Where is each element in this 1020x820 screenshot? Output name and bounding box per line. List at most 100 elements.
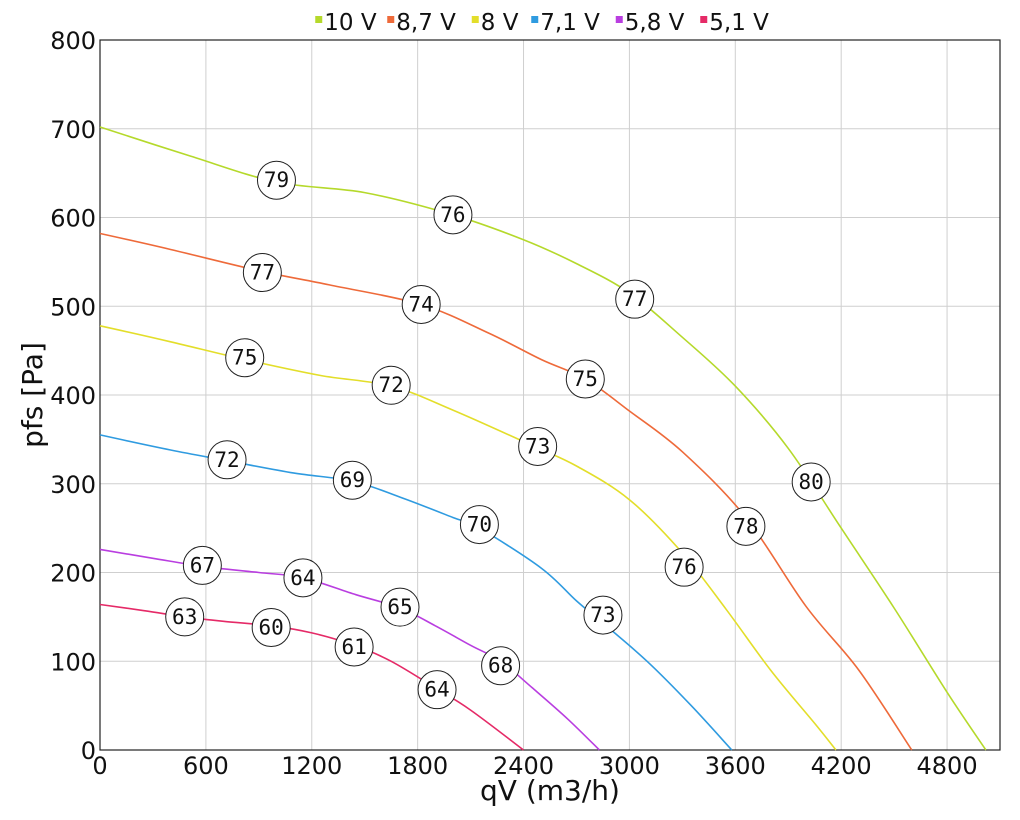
plot-frame	[99, 39, 1001, 751]
operating-point-marker: 78	[726, 506, 766, 546]
operating-point-marker: 73	[583, 595, 623, 635]
operating-point-marker: 70	[459, 505, 499, 545]
marker-label: 72	[379, 373, 404, 397]
marker-label: 73	[590, 603, 615, 627]
operating-point-marker: 73	[518, 426, 558, 466]
x-tick-label: 1800	[387, 752, 448, 780]
operating-point-marker: 60	[251, 608, 291, 648]
marker-circle	[401, 284, 441, 324]
x-tick-label: 0	[92, 752, 107, 780]
grid	[99, 39, 1000, 751]
marker-label: 75	[232, 346, 257, 370]
x-axis-title: qV (m3/h)	[480, 774, 620, 807]
marker-label: 76	[440, 203, 465, 227]
marker-circle	[726, 506, 766, 546]
legend-swatch	[615, 16, 623, 23]
operating-point-marker: 75	[225, 338, 265, 378]
marker-label: 74	[409, 292, 434, 316]
marker-circle	[380, 587, 420, 627]
legend-swatch	[700, 16, 708, 23]
marker-label: 65	[387, 595, 412, 619]
operating-point-marker: 68	[481, 646, 521, 686]
marker-label: 68	[488, 654, 513, 678]
legend-swatch	[387, 16, 395, 23]
marker-circle	[371, 365, 411, 405]
operating-point-marker: 69	[332, 460, 372, 500]
legend-label: 5,8 V	[625, 10, 685, 36]
legend-label: 8 V	[481, 10, 519, 36]
marker-circle	[242, 253, 282, 293]
marker-circle	[225, 338, 265, 378]
y-tick-label: 200	[50, 560, 96, 588]
operating-point-marker: 75	[565, 359, 605, 399]
marker-label: 70	[467, 513, 492, 537]
marker-circle	[182, 545, 222, 585]
y-tick-label: 800	[50, 27, 96, 55]
marker-label: 67	[190, 553, 215, 577]
legend-label: 7,1 V	[540, 10, 600, 36]
marker-label: 64	[290, 566, 315, 590]
operating-point-marker: 74	[401, 284, 441, 324]
legend: 10 V 8,7 V 8 V 7,1 V 5,8 V 5,1 V	[315, 10, 769, 36]
y-tick-label: 400	[50, 382, 96, 410]
legend-item-0: 10 V	[315, 10, 377, 36]
legend-item-3: 7,1 V	[531, 10, 600, 36]
marker-label: 80	[799, 470, 824, 494]
y-tick-label: 600	[50, 205, 96, 233]
marker-label: 75	[573, 367, 598, 391]
operating-point-marker: 76	[433, 195, 473, 235]
marker-label: 64	[424, 678, 449, 702]
legend-item-2: 8 V	[471, 10, 519, 36]
marker-circle	[583, 595, 623, 635]
marker-circle	[251, 608, 291, 648]
operating-point-marker: 64	[283, 558, 323, 598]
marker-label: 61	[341, 635, 366, 659]
y-tick-label: 100	[50, 648, 96, 676]
operating-point-marker: 63	[165, 597, 205, 637]
marker-label: 79	[264, 168, 289, 192]
x-tick-label: 3000	[599, 752, 660, 780]
legend-item-5: 5,1 V	[700, 10, 769, 36]
marker-circle	[207, 440, 247, 480]
marker-label: 77	[250, 261, 275, 285]
marker-circle	[791, 462, 831, 502]
operating-point-marker: 72	[207, 440, 247, 480]
y-axis-title: pfs [Pa]	[16, 342, 49, 448]
marker-circle	[481, 646, 521, 686]
series-line-3	[99, 434, 733, 751]
marker-label: 73	[525, 434, 550, 458]
operating-point-marker: 77	[242, 253, 282, 293]
marker-circle	[664, 547, 704, 587]
marker-circle	[417, 670, 457, 710]
y-tick-label: 700	[50, 116, 96, 144]
marker-label: 77	[622, 287, 647, 311]
marker-label: 78	[733, 514, 758, 538]
legend-label: 5,1 V	[709, 10, 769, 36]
marker-label: 69	[340, 468, 365, 492]
operating-point-marker: 67	[182, 545, 222, 585]
marker-label: 72	[214, 448, 239, 472]
operating-point-marker: 79	[256, 160, 296, 200]
operating-point-labels: 79 76 77 80 77 74 75 78 75 72 73 76 72 69 70 73 67 64 65 68…	[165, 160, 831, 710]
legend-label: 10 V	[324, 10, 377, 36]
marker-label: 76	[671, 555, 696, 579]
marker-label: 60	[259, 616, 284, 640]
x-tick-label: 4800	[917, 752, 978, 780]
legend-swatch	[315, 16, 323, 23]
marker-circle	[615, 279, 655, 319]
marker-circle	[165, 597, 205, 637]
operating-point-marker: 80	[791, 462, 831, 502]
y-tick-label: 0	[81, 737, 96, 765]
marker-circle	[433, 195, 473, 235]
y-tick-label: 500	[50, 293, 96, 321]
x-tick-label: 4200	[811, 752, 872, 780]
marker-circle	[334, 627, 374, 667]
marker-circle	[459, 505, 499, 545]
operating-point-marker: 76	[664, 547, 704, 587]
legend-swatch	[471, 16, 479, 23]
marker-circle	[518, 426, 558, 466]
operating-point-marker: 77	[615, 279, 655, 319]
legend-item-1: 8,7 V	[387, 10, 456, 36]
